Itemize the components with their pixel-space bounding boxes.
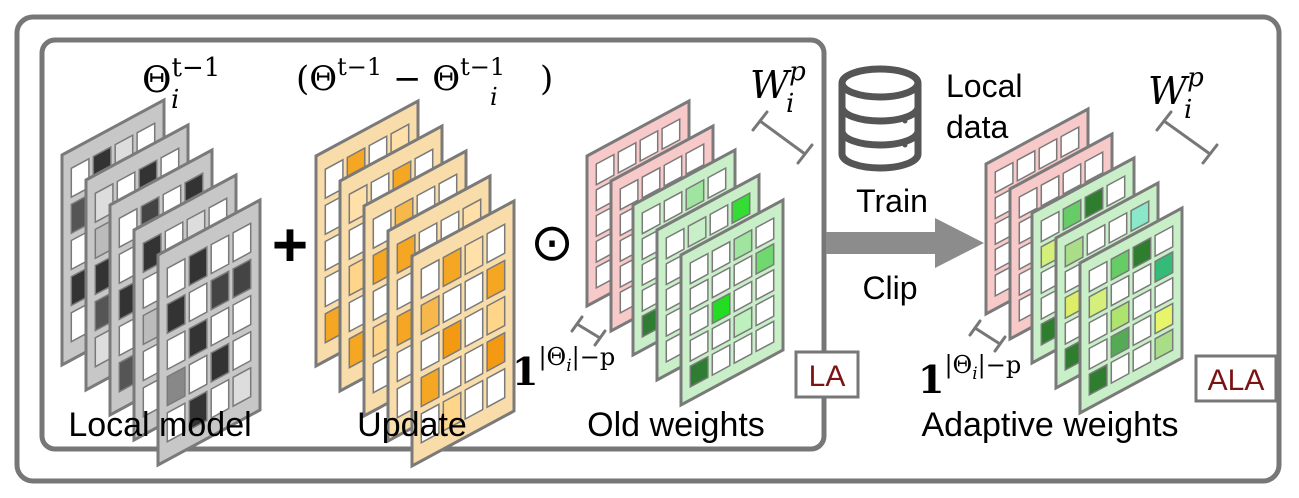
ones-left-label: 1|Θi|−p <box>512 343 615 394</box>
ones-right-bracket <box>968 319 1007 353</box>
la-badge: LA <box>809 360 846 393</box>
database-icon <box>838 65 922 172</box>
ones-left-bracket <box>570 315 607 347</box>
adaptive-weights-label: Adaptive weights <box>921 406 1178 444</box>
train-label: Train <box>856 183 928 219</box>
ones-right-label: 1|Θi|−p <box>918 351 1021 402</box>
local-data-label-line1: Local <box>946 68 1023 104</box>
old-weights-green-plane-2 <box>679 197 785 408</box>
weight-stacks <box>60 97 1184 469</box>
update-label: Update <box>357 406 467 444</box>
outer-frame <box>14 14 1282 484</box>
update-plane-4 <box>410 198 516 469</box>
la-badge-box <box>794 350 860 399</box>
w-left-bracket <box>751 110 814 165</box>
plus-operator: + <box>272 211 308 280</box>
hadamard-operator: ⊙ <box>530 214 574 272</box>
old-weights-label: Old weights <box>587 406 765 444</box>
local-model-label: Local model <box>68 406 251 444</box>
right-arrow-icon <box>826 218 984 268</box>
local-data-label-line2: data <box>946 109 1008 145</box>
clip-label: Clip <box>862 270 917 306</box>
w-left-label: Wp i <box>750 57 806 119</box>
ala-badge-box <box>1194 354 1278 403</box>
adaptive-weights-green-plane-2 <box>1078 205 1184 416</box>
local-model-plane-4 <box>156 197 262 468</box>
w-right-label: Wp i <box>1148 63 1204 125</box>
update-expression: (Θt−1 − Θt−1 i) <box>296 53 553 111</box>
w-right-bracket <box>1155 110 1219 165</box>
ala-badge: ALA <box>1208 364 1265 397</box>
theta-prev-label: Θt−1 i <box>142 53 220 115</box>
